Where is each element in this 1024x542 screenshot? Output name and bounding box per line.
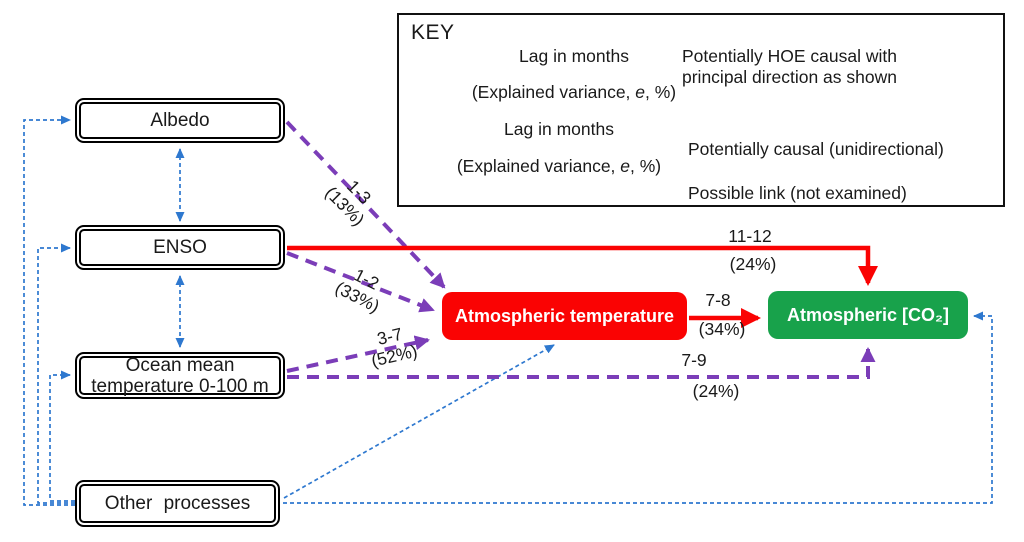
arrow-ocean-to-co2 [287,347,876,379]
node-ocean-mean-temperature: Ocean mean temperature 0-100 m [75,352,285,399]
label-atmtemp-to-co2-variance: (34%) [698,319,746,339]
legend-hoe-description: Potentially HOE causal with principal di… [682,46,897,87]
arrow-other-to-ocean [49,370,75,502]
label-atmtemp-to-co2-lag: 7-8 [705,290,731,310]
label-enso-to-co2-lag: 11-12 [728,226,772,246]
label-ocean-to-co2-variance: (24%) [692,381,740,401]
legend-hoe-lag-label: Lag in months [519,46,629,66]
legend-box: KEY Lag in months (Explained variance, e… [397,13,1005,207]
arrow-other-to-co2 [283,311,993,504]
node-ocean-label-line1: Ocean mean [125,354,235,376]
node-albedo-label: Albedo [150,110,210,131]
node-atmospheric-co2-label: Atmospheric [CO₂] [786,304,949,325]
arrow-other-to-enso [37,243,75,504]
legend-causal-description: Potentially causal (unidirectional) [688,139,944,159]
node-atmospheric-temperature-label: Atmospheric temperature [454,305,675,326]
label-enso-to-co2-variance: (24%) [729,254,777,274]
arrow-other-to-albedo [23,115,75,506]
arrow-enso-to-co2 [287,245,878,286]
legend-causal-variance-label: (Explained variance, e, %) [456,156,662,176]
node-enso: ENSO [75,225,285,270]
arrow-enso-to-atmtemp [286,251,435,313]
legend-causal-lag-label: Lag in months [504,119,614,139]
node-enso-label: ENSO [153,237,207,258]
arrow-ocean-to-atmtemp [286,335,430,373]
node-atmospheric-temperature: Atmospheric temperature [442,292,687,340]
arrow-other-to-atmtemp [283,344,555,499]
node-ocean-label-line2: temperature 0-100 m [91,375,269,397]
node-other-processes-label: Other processes [104,493,251,514]
node-other-processes: Other processes [75,480,280,527]
arrow-albedo-to-atmtemp [285,120,446,289]
legend-possible-link-description: Possible link (not examined) [688,183,907,203]
legend-hoe-variance-label: (Explained variance, e, %) [471,82,677,102]
label-ocean-to-co2-lag: 7-9 [681,350,707,370]
legend-title: KEY [411,21,455,44]
node-albedo: Albedo [75,98,285,143]
node-atmospheric-co2: Atmospheric [CO₂] [768,291,968,339]
